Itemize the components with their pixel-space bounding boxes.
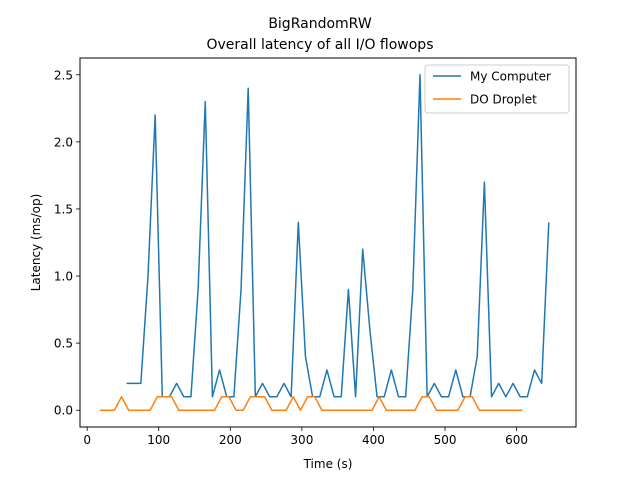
x-tick-label: 200 [219,433,242,447]
plot-frame [79,57,577,428]
y-axis: 0.0 0.5 1.0 1.5 2.0 2.5 [54,68,80,418]
y-tick-label: 1.0 [54,270,73,284]
series-layer [100,74,550,411]
x-tick-label: 300 [290,433,313,447]
series-line-my-computer [126,74,550,398]
x-tick-label: 0 [83,433,91,447]
x-axis: 0 100 200 300 400 500 600 [83,427,528,447]
y-axis-label: Latency (ms/op) [29,194,43,292]
y-tick-label: 1.5 [54,202,73,216]
x-tick-label: 600 [505,433,528,447]
y-tick-label: 0.5 [54,337,73,351]
x-tick-label: 400 [362,433,385,447]
legend-label-my-computer: My Computer [470,70,551,84]
x-axis-label: Time (s) [303,457,353,471]
chart-title: BigRandomRW [268,16,372,32]
y-tick-label: 0.0 [54,404,73,418]
x-tick-label: 500 [434,433,457,447]
y-tick-label: 2.0 [54,135,73,149]
legend: My Computer DO Droplet [424,64,570,114]
y-tick-label: 2.5 [54,68,73,82]
legend-label-do-droplet: DO Droplet [470,93,537,107]
series-line-do-droplet [100,396,523,411]
x-tick-label: 100 [147,433,170,447]
chart-subtitle: Overall latency of all I/O flowops [206,37,433,53]
legend-box [424,64,570,114]
